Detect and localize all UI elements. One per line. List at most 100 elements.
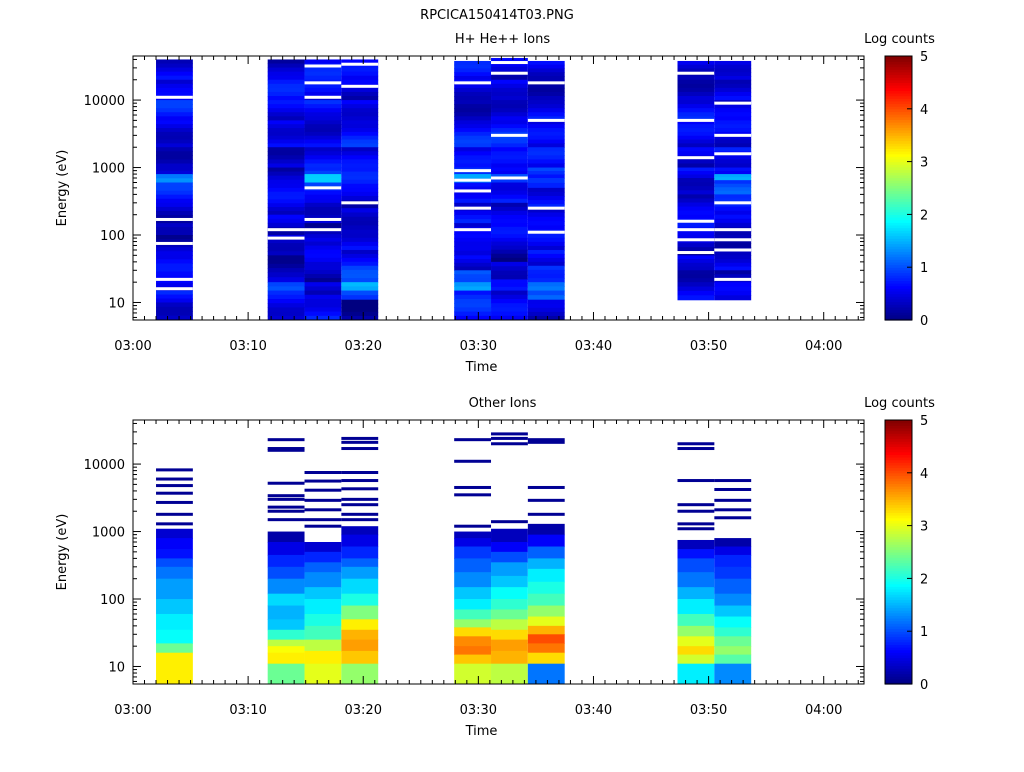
heatmap-cell bbox=[304, 234, 342, 239]
heatmap-cell bbox=[714, 159, 752, 165]
colorbar-swatch bbox=[885, 304, 912, 308]
heatmap-cell bbox=[341, 237, 379, 243]
heatmap-cell bbox=[491, 215, 528, 220]
colorbar-swatch bbox=[885, 456, 912, 461]
heatmap-cell bbox=[677, 139, 715, 144]
heatmap-cell bbox=[454, 307, 492, 313]
heatmap-cell bbox=[491, 155, 528, 161]
y-tick-label: 10 bbox=[108, 296, 125, 311]
heatmap-cell bbox=[267, 91, 305, 97]
heatmap-cell bbox=[267, 143, 305, 148]
heatmap-cell bbox=[454, 250, 492, 256]
heatmap-gap bbox=[454, 178, 492, 182]
heatmap-gap bbox=[527, 230, 565, 234]
colorbar-swatch bbox=[885, 522, 912, 527]
colorbar-swatch bbox=[885, 480, 912, 484]
heatmap-cell bbox=[267, 277, 305, 283]
colorbar-swatch bbox=[885, 100, 912, 105]
heatmap-cell bbox=[341, 303, 379, 309]
heatmap-cell bbox=[454, 627, 492, 637]
heatmap-cell bbox=[714, 578, 752, 595]
heatmap-cell bbox=[341, 216, 379, 222]
heatmap-gap bbox=[527, 81, 565, 85]
heatmap-cell bbox=[267, 272, 305, 278]
colorbar-swatch bbox=[885, 111, 912, 115]
heatmap-cell bbox=[454, 135, 492, 141]
heatmap-gap bbox=[156, 95, 193, 99]
heatmap-cell bbox=[267, 116, 305, 121]
heatmap-cell bbox=[267, 104, 305, 109]
heatmap-cell bbox=[527, 135, 565, 141]
colorbar-swatch bbox=[885, 151, 912, 155]
heatmap-cell bbox=[527, 558, 565, 570]
colorbar-swatch bbox=[885, 533, 912, 537]
heatmap-cell bbox=[527, 652, 565, 665]
heatmap-cell bbox=[156, 198, 193, 204]
colorbar-tick-label: 4 bbox=[920, 103, 928, 118]
colorbar-tick-label: 2 bbox=[920, 572, 928, 587]
heatmap-cell bbox=[267, 151, 305, 156]
heatmap-cell bbox=[267, 175, 305, 181]
heatmap-cell bbox=[267, 230, 305, 236]
heatmap-cell bbox=[267, 135, 305, 141]
heatmap-cell bbox=[454, 72, 492, 77]
heatmap-cell bbox=[527, 261, 565, 267]
heatmap-cell bbox=[341, 229, 379, 235]
colorbar-swatch bbox=[885, 607, 912, 611]
heatmap-cell bbox=[491, 178, 528, 184]
heatmap-cell bbox=[304, 249, 342, 255]
heatmap-cell bbox=[714, 72, 752, 77]
heatmap-cell bbox=[341, 108, 379, 113]
heatmap-cell bbox=[677, 151, 715, 156]
heatmap-cell bbox=[267, 497, 305, 501]
heatmap-cell bbox=[454, 143, 492, 148]
heatmap-cell bbox=[677, 112, 715, 117]
heatmap-cell bbox=[341, 79, 379, 85]
heatmap-cell bbox=[491, 62, 528, 68]
heatmap-cell bbox=[267, 179, 305, 185]
colorbar-swatch bbox=[885, 536, 912, 540]
heatmap-cell bbox=[304, 59, 342, 65]
heatmap-cell bbox=[714, 616, 752, 628]
heatmap-cell bbox=[156, 167, 193, 172]
colorbar-swatch bbox=[885, 496, 912, 500]
heatmap-cell bbox=[304, 274, 342, 279]
heatmap-cell bbox=[267, 554, 305, 568]
colorbar-swatch bbox=[885, 63, 912, 68]
heatmap-cell bbox=[156, 219, 193, 224]
colorbar-swatch bbox=[885, 647, 912, 651]
heatmap-cell bbox=[267, 509, 305, 513]
heatmap-cell bbox=[156, 91, 193, 97]
heatmap-cell bbox=[304, 518, 342, 522]
heatmap-cell bbox=[677, 171, 715, 176]
heatmap-cell bbox=[527, 290, 565, 296]
heatmap-gap bbox=[714, 277, 752, 281]
heatmap-cell bbox=[341, 518, 379, 522]
heatmap-cell bbox=[304, 75, 342, 81]
heatmap-cell bbox=[677, 262, 715, 268]
heatmap-cell bbox=[454, 636, 492, 647]
heatmap-cell bbox=[527, 151, 565, 156]
heatmap-cell bbox=[491, 274, 528, 280]
heatmap-cell bbox=[156, 100, 193, 105]
colorbar-swatch bbox=[885, 654, 912, 659]
heatmap-cell bbox=[527, 187, 565, 193]
colorbar-swatch bbox=[885, 240, 912, 245]
heatmap-gap bbox=[454, 206, 492, 210]
heatmap-cell bbox=[454, 87, 492, 93]
heatmap-cell bbox=[341, 63, 379, 69]
heatmap-gap bbox=[714, 238, 752, 242]
heatmap-cell bbox=[527, 265, 565, 271]
colorbar-swatch bbox=[885, 193, 912, 197]
heatmap-cell bbox=[156, 223, 193, 228]
colorbar-swatch bbox=[885, 177, 912, 181]
heatmap-cell bbox=[677, 194, 715, 200]
heatmap-cell bbox=[267, 239, 305, 244]
colorbar-swatch bbox=[885, 578, 912, 582]
heatmap-cell bbox=[267, 147, 305, 152]
colorbar-swatch bbox=[885, 209, 912, 213]
colorbar-swatch bbox=[885, 95, 912, 99]
colorbar-swatch bbox=[885, 143, 912, 147]
colorbar-swatch bbox=[885, 298, 912, 303]
heatmap-cell bbox=[454, 572, 492, 588]
